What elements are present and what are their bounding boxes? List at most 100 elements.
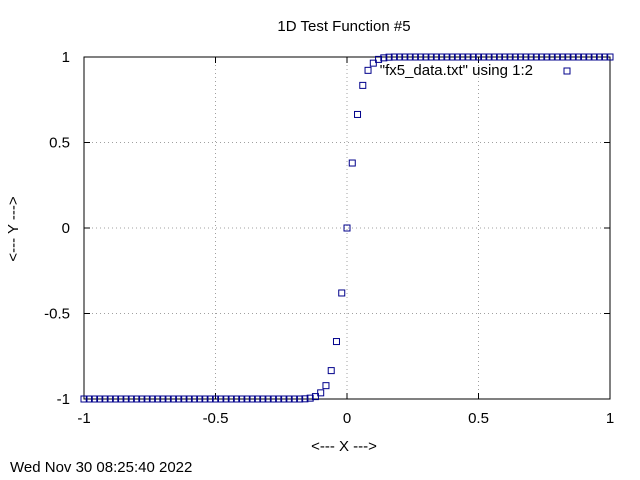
data-point [296, 395, 304, 403]
data-point [148, 395, 156, 403]
x-tick-label: 0 [343, 410, 351, 427]
data-point [396, 53, 404, 61]
data-point [606, 53, 614, 61]
data-point [580, 53, 588, 61]
data-point [85, 395, 93, 403]
data-point [322, 382, 330, 390]
legend-entry-label: "fx5_data.txt" using 1:2 [380, 62, 533, 79]
y-tick-label: 0.5 [49, 135, 70, 152]
data-point [485, 53, 493, 61]
data-point [159, 395, 167, 403]
data-point [248, 395, 256, 403]
data-point [543, 53, 551, 61]
data-point [375, 55, 383, 63]
data-point [101, 395, 109, 403]
data-point [511, 53, 519, 61]
data-point [364, 66, 372, 74]
y-tick-label: 0 [62, 220, 70, 237]
data-point [143, 395, 151, 403]
x-tick-label: 0.5 [468, 410, 489, 427]
x-tick-label: -1 [77, 410, 90, 427]
data-point [227, 395, 235, 403]
data-point [212, 395, 219, 403]
data-point [254, 395, 262, 403]
data-point [432, 53, 440, 61]
data-point [438, 53, 446, 61]
data-point [548, 53, 556, 61]
data-point [301, 395, 309, 403]
data-point [96, 395, 104, 403]
data-point [385, 53, 393, 61]
plot-border [83, 56, 611, 400]
data-point [595, 53, 603, 61]
data-point [190, 395, 198, 403]
data-point [164, 395, 172, 403]
data-point [501, 53, 509, 61]
data-point [427, 53, 435, 61]
timestamp: Wed Nov 30 08:25:40 2022 [10, 459, 193, 476]
data-point [538, 53, 546, 61]
grid-lines [84, 57, 610, 399]
data-point [180, 395, 188, 403]
data-point [175, 395, 183, 403]
data-point [354, 110, 362, 118]
data-point [269, 395, 277, 403]
data-point [490, 53, 498, 61]
data-point [217, 395, 225, 403]
data-point [401, 53, 409, 61]
data-point [411, 53, 419, 61]
axis-ticks: -1 -0.5 0 0.5 1 -1 -0.5 0 0.5 1 [44, 49, 614, 427]
data-point [443, 53, 451, 61]
data-point [185, 395, 193, 403]
data-point [201, 395, 209, 403]
data-point [459, 53, 467, 61]
data-point [417, 53, 425, 61]
data-point [496, 53, 504, 61]
data-point [285, 395, 293, 403]
data-point [196, 395, 204, 403]
data-point [390, 53, 398, 61]
x-tick-label: 1 [606, 410, 614, 427]
data-point [280, 395, 288, 403]
data-point [585, 53, 593, 61]
data-point [559, 53, 567, 61]
data-point [238, 395, 246, 403]
data-point [154, 395, 162, 403]
data-point [590, 53, 598, 61]
data-point [127, 395, 135, 403]
data-point [569, 53, 577, 61]
data-point [206, 395, 214, 403]
data-point [359, 81, 367, 89]
plot-frame [83, 56, 611, 400]
data-point [317, 389, 325, 397]
chart-title: 1D Test Function #5 [277, 18, 410, 35]
y-tick-label: -0.5 [44, 306, 70, 323]
data-point [406, 53, 414, 61]
data-point [327, 367, 335, 375]
data-point [475, 53, 482, 61]
data-point [122, 395, 130, 403]
data-point [448, 53, 456, 61]
data-point [80, 395, 88, 403]
data-point [348, 159, 356, 167]
data-points [80, 53, 614, 403]
data-point [338, 289, 346, 297]
data-point [91, 395, 99, 403]
data-point [290, 395, 298, 403]
x-tick-label: -0.5 [203, 410, 229, 427]
data-point [106, 395, 114, 403]
data-point [601, 53, 609, 61]
legend-marker [563, 67, 571, 75]
data-point [311, 393, 319, 401]
data-point [453, 53, 461, 61]
data-point [522, 53, 530, 61]
data-point [332, 338, 340, 346]
data-point [564, 53, 572, 61]
data-point [553, 53, 561, 61]
data-point [306, 394, 314, 402]
y-tick-label: 1 [62, 49, 70, 66]
data-point [532, 53, 540, 61]
data-point [138, 395, 146, 403]
y-axis-label: <--- Y ---> [5, 196, 22, 262]
